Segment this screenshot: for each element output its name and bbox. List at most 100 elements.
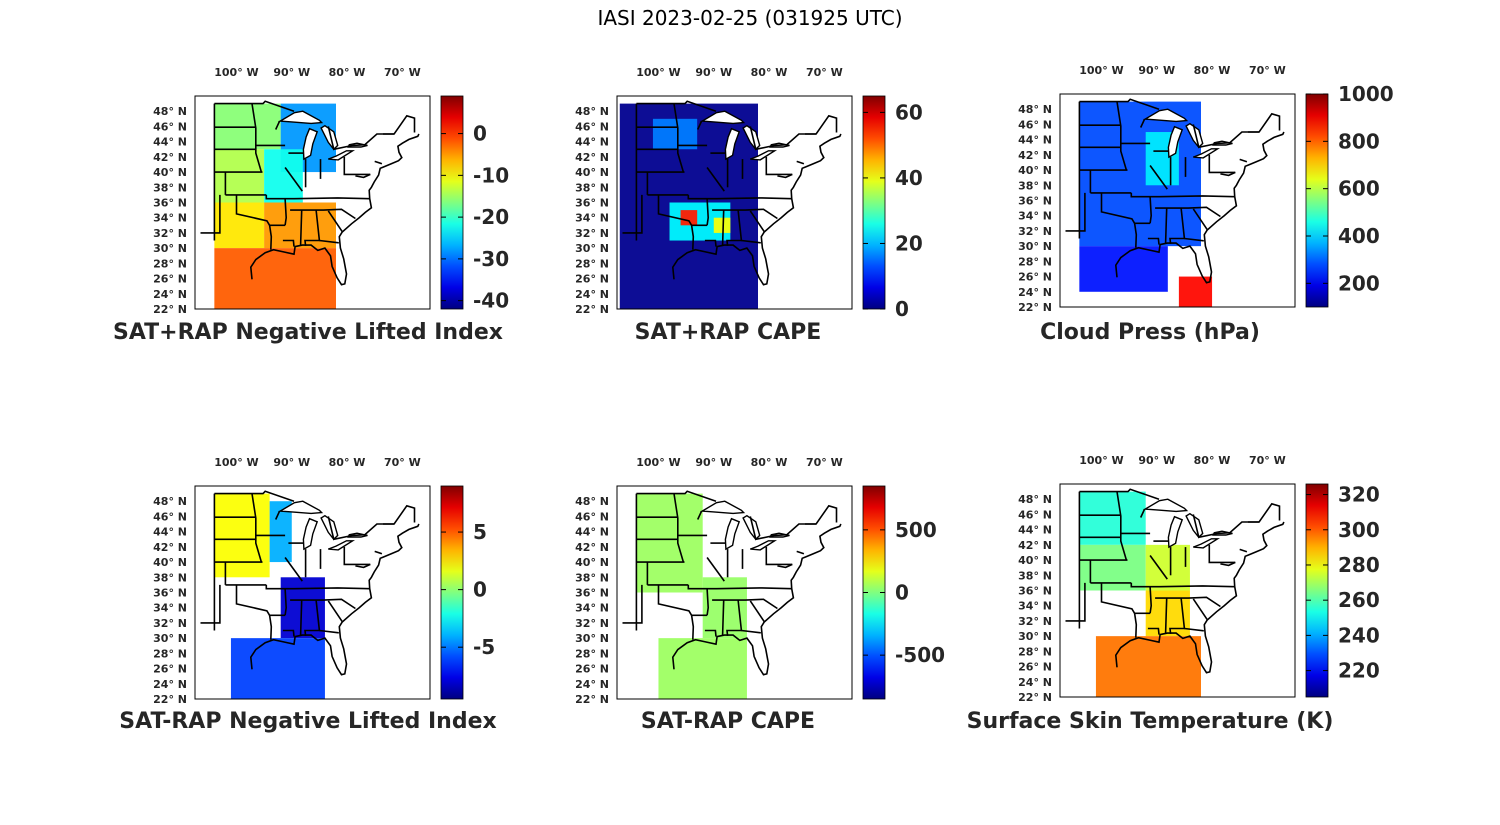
data-layer [200,490,420,699]
data-region [1145,544,1190,591]
state-border [1149,165,1168,190]
state-border [1155,206,1221,218]
state-border [749,210,766,233]
map-plot: 100° W 90° W 80° W 70° W 48° N 46° N 44° N 42° … [575,66,923,321]
longitude-tick-label: 80° W [751,456,788,469]
state-border [622,584,643,624]
longitude-tick-label: 100° W [1079,454,1123,467]
state-border [290,208,356,220]
colorbar-tick-label: 320 [1338,483,1380,507]
state-border [765,546,793,566]
latitude-tick-label: 48° N [1018,493,1052,506]
latitude-tick-label: 44° N [153,136,187,149]
state-border [673,103,685,173]
state-border [687,194,717,200]
latitude-tick-label: 24° N [575,678,609,691]
latitude-tick-label: 42° N [153,151,187,164]
panel-title: SAT-RAP Negative Lifted Index [119,709,497,734]
colorbar-tick-label: 40 [895,166,923,190]
latitude-tick-label: 38° N [153,181,187,194]
great-lake [277,500,324,515]
state-border [294,197,370,200]
state-border [1133,613,1138,638]
map-plot: 100° W 90° W 80° W 70° W 48° N 46° N 44° N 42° … [153,456,495,706]
great-lake [302,517,319,551]
map-frame [194,95,431,310]
latitude-tick-label: 26° N [575,663,609,676]
state-border [214,100,295,112]
latitude-tick-label: 42° N [153,541,187,554]
latitude-tick-label: 48° N [575,105,609,118]
colorbar-tick-label: 60 [895,100,923,124]
panel-sat-minus-rap-lifted-index: 100° W 90° W 80° W 70° W 48° N 46° N 44° N 42° … [135,450,555,750]
state-border [343,546,371,566]
state-border [690,225,695,250]
state-border [741,239,761,244]
latitude-tick-label: 30° N [153,632,187,645]
data-region [264,149,303,203]
data-region [214,202,265,249]
state-border [706,167,725,192]
state-border [304,210,321,246]
coastline [249,133,420,286]
state-border [796,550,805,555]
state-border [327,600,344,623]
colorbar-tick-label: 800 [1338,129,1380,153]
latitude-tick-label: 34° N [1018,600,1052,613]
latitude-tick-label: 42° N [1018,149,1052,162]
data-region [230,638,325,699]
map-frame [1059,93,1296,308]
latitude-tick-label: 30° N [575,632,609,645]
state-border [704,629,717,637]
data-layer [622,490,842,699]
latitude-tick-label: 26° N [1018,661,1052,674]
colorbar-tick-label: -500 [895,643,945,667]
panel-cloud-press: 100° W 90° W 80° W 70° W 48° N 46° N 44° N 42° … [1000,58,1420,358]
state-border [796,160,805,165]
great-lake [750,150,778,161]
state-border [765,156,793,176]
data-region [652,118,698,150]
state-border [268,225,273,250]
latitude-tick-label: 24° N [1018,676,1052,689]
state-border [1100,192,1136,224]
state-border [716,587,792,590]
state-border [749,126,817,151]
data-layer [1065,488,1285,697]
state-border [1192,124,1260,149]
colorbar [440,95,464,310]
state-border [706,557,725,582]
colorbar-tick-label: 500 [895,518,937,542]
latitude-tick-label: 46° N [153,510,187,523]
colorbar-tick-label: -20 [473,205,509,229]
state-border [200,584,221,624]
data-region [702,577,747,639]
state-border [1169,208,1186,244]
map-plot: 100° W 90° W 80° W 70° W 48° N 46° N 44° N 42° … [1018,454,1380,704]
latitude-tick-label: 46° N [153,120,187,133]
longitude-tick-label: 90° W [1138,454,1175,467]
state-border [696,510,703,520]
state-border [1159,195,1235,198]
state-border [265,194,295,200]
data-region [1178,276,1213,307]
latitude-tick-label: 40° N [575,556,609,569]
latitude-tick-label: 40° N [575,166,609,179]
state-border [355,563,371,569]
longitude-tick-label: 100° W [214,66,258,79]
latitude-tick-label: 48° N [1018,103,1052,116]
latitude-tick-label: 32° N [1018,615,1052,628]
latitude-tick-label: 22° N [153,693,187,706]
state-border [636,490,717,502]
state-border [712,598,778,610]
colorbar-tick-label: 220 [1338,659,1380,683]
state-border [706,198,710,226]
state-border [1184,237,1204,242]
latitude-tick-label: 40° N [153,556,187,569]
state-border [1169,598,1186,634]
state-border [1192,208,1209,231]
latitude-tick-label: 46° N [575,120,609,133]
latitude-tick-label: 38° N [153,571,187,584]
latitude-tick-label: 26° N [153,273,187,286]
state-border [200,194,221,234]
